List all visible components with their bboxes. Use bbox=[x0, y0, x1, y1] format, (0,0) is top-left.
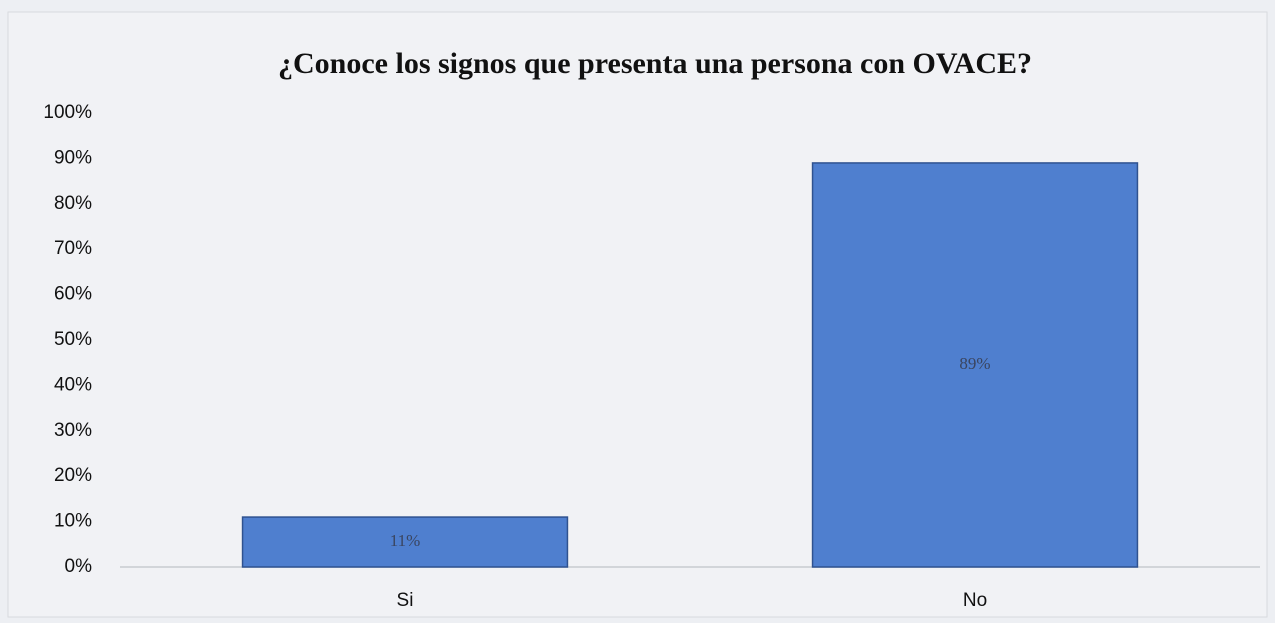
value-label: 11% bbox=[390, 531, 421, 550]
x-tick-label: Si bbox=[397, 590, 414, 611]
y-tick-label: 50% bbox=[54, 329, 92, 350]
bar bbox=[811, 162, 1139, 568]
y-tick-label: 0% bbox=[65, 556, 93, 577]
y-tick-label: 90% bbox=[54, 147, 92, 168]
bar bbox=[241, 516, 569, 568]
y-tick-label: 20% bbox=[54, 465, 92, 486]
x-tick-label: No bbox=[963, 590, 987, 611]
y-tick-label: 70% bbox=[54, 238, 92, 259]
y-tick-label: 10% bbox=[54, 511, 92, 532]
y-tick-label: 80% bbox=[54, 193, 92, 214]
y-tick-label: 40% bbox=[54, 374, 92, 395]
chart-title: ¿Conoce los signos que presenta una pers… bbox=[278, 47, 1032, 80]
value-label: 89% bbox=[959, 354, 990, 373]
y-tick-label: 30% bbox=[54, 420, 92, 441]
y-tick-label: 100% bbox=[43, 102, 92, 123]
y-tick-label: 60% bbox=[54, 284, 92, 305]
